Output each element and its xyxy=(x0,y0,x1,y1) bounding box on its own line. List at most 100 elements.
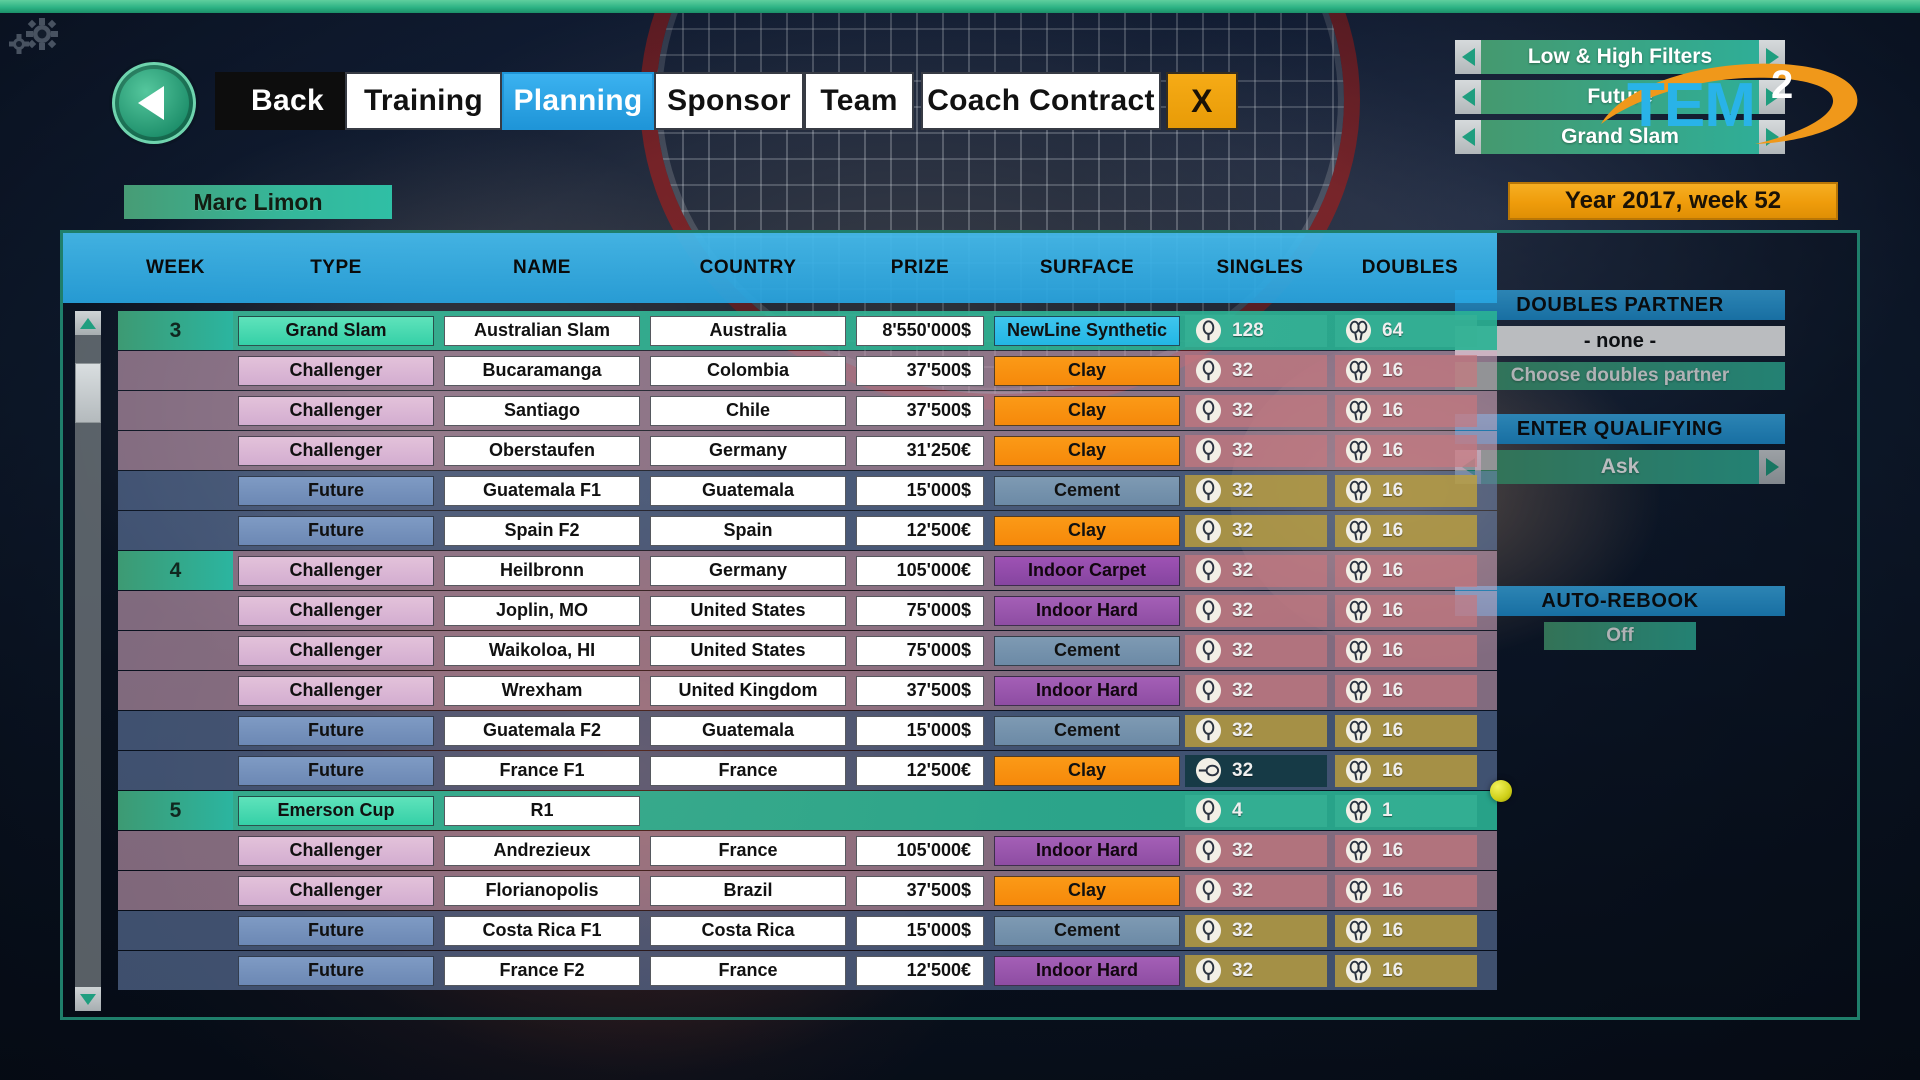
type-pill[interactable]: Future xyxy=(238,515,434,546)
table-row[interactable]: Challenger Oberstaufen Germany 31'250€ Clay 3… xyxy=(118,431,1497,470)
doubles-cell[interactable]: 64 xyxy=(1335,311,1485,350)
doubles-slot[interactable]: 16 xyxy=(1335,954,1477,987)
singles-cell[interactable]: 32 xyxy=(1185,391,1335,430)
singles-cell[interactable]: 32 xyxy=(1185,911,1335,950)
table-row[interactable]: Future France F2 France 12'500€ Indoor Hard 3… xyxy=(118,951,1497,990)
vertical-scrollbar[interactable] xyxy=(75,311,101,1011)
name-pill[interactable]: Oberstaufen xyxy=(444,435,640,466)
name-pill[interactable]: Guatemala F2 xyxy=(444,715,640,746)
table-row[interactable]: Challenger Florianopolis Brazil 37'500$ Clay… xyxy=(118,871,1497,910)
type-pill[interactable]: Challenger xyxy=(238,875,434,906)
surface-pill[interactable]: Clay xyxy=(994,395,1180,426)
singles-cell[interactable]: 4 xyxy=(1185,791,1335,830)
doubles-slot[interactable]: 16 xyxy=(1335,554,1477,587)
surface-pill[interactable]: Clay xyxy=(994,875,1180,906)
doubles-slot[interactable]: 16 xyxy=(1335,634,1477,667)
doubles-cell[interactable]: 16 xyxy=(1335,431,1485,470)
table-row[interactable]: Future Costa Rica F1 Costa Rica 15'000$ Ceme… xyxy=(118,911,1497,950)
type-pill[interactable]: Challenger xyxy=(238,355,434,386)
singles-cell[interactable]: 32 xyxy=(1185,711,1335,750)
doubles-slot[interactable]: 16 xyxy=(1335,474,1477,507)
singles-slot[interactable]: 32 xyxy=(1185,474,1327,507)
surface-pill[interactable]: Clay xyxy=(994,355,1180,386)
type-pill[interactable]: Future xyxy=(238,755,434,786)
singles-slot[interactable]: 32 xyxy=(1185,914,1327,947)
tab-training[interactable]: Training xyxy=(345,72,502,130)
table-row[interactable]: 5 Emerson Cup R1 4 1 xyxy=(118,791,1497,830)
singles-cell[interactable]: 32 xyxy=(1185,951,1335,990)
doubles-cell[interactable]: 16 xyxy=(1335,591,1485,630)
doubles-cell[interactable]: 16 xyxy=(1335,951,1485,990)
singles-cell[interactable]: 32 xyxy=(1185,351,1335,390)
doubles-slot[interactable]: 16 xyxy=(1335,674,1477,707)
doubles-slot[interactable]: 16 xyxy=(1335,834,1477,867)
doubles-cell[interactable]: 16 xyxy=(1335,511,1485,550)
name-pill[interactable]: France F1 xyxy=(444,755,640,786)
name-pill[interactable]: France F2 xyxy=(444,955,640,986)
doubles-partner-value[interactable]: - none - xyxy=(1455,326,1785,356)
name-pill[interactable]: Santiago xyxy=(444,395,640,426)
name-pill[interactable]: Andrezieux xyxy=(444,835,640,866)
table-row[interactable]: 4 Challenger Heilbronn Germany 105'000€ Indoo… xyxy=(118,551,1497,590)
singles-slot[interactable]: 32 xyxy=(1185,554,1327,587)
surface-pill[interactable]: Indoor Hard xyxy=(994,675,1180,706)
back-button[interactable]: Back xyxy=(215,72,360,130)
type-pill[interactable]: Challenger xyxy=(238,835,434,866)
table-row[interactable]: Challenger Wrexham United Kingdom 37'500$ In… xyxy=(118,671,1497,710)
singles-slot[interactable]: 32 xyxy=(1185,514,1327,547)
singles-slot[interactable]: 32 xyxy=(1185,434,1327,467)
type-pill[interactable]: Emerson Cup xyxy=(238,795,434,826)
back-circle-button[interactable] xyxy=(112,62,196,144)
name-pill[interactable]: Costa Rica F1 xyxy=(444,915,640,946)
singles-cell[interactable]: 32 xyxy=(1185,591,1335,630)
qualifying-next-button[interactable] xyxy=(1759,450,1785,484)
doubles-cell[interactable]: 16 xyxy=(1335,751,1485,790)
scroll-down-button[interactable] xyxy=(75,987,101,1011)
filter-prev-button[interactable] xyxy=(1455,40,1481,74)
name-pill[interactable]: Australian Slam xyxy=(444,315,640,346)
type-pill[interactable]: Challenger xyxy=(238,435,434,466)
singles-slot[interactable]: 32 xyxy=(1185,634,1327,667)
table-row[interactable]: Challenger Bucaramanga Colombia 37'500$ Clay… xyxy=(118,351,1497,390)
doubles-cell[interactable]: 16 xyxy=(1335,671,1485,710)
doubles-slot[interactable]: 16 xyxy=(1335,874,1477,907)
table-row[interactable]: Challenger Waikoloa, HI United States 75'00… xyxy=(118,631,1497,670)
singles-slot[interactable]: 32 xyxy=(1185,354,1327,387)
doubles-slot[interactable]: 16 xyxy=(1335,754,1477,787)
filter-high-prev-button[interactable] xyxy=(1455,120,1481,154)
doubles-cell[interactable]: 16 xyxy=(1335,631,1485,670)
doubles-cell[interactable]: 16 xyxy=(1335,711,1485,750)
filter-high-bound[interactable]: Grand Slam xyxy=(1455,120,1785,154)
type-pill[interactable]: Challenger xyxy=(238,675,434,706)
type-pill[interactable]: Challenger xyxy=(238,635,434,666)
surface-pill[interactable]: Indoor Carpet xyxy=(994,555,1180,586)
singles-cell[interactable]: 32 xyxy=(1185,431,1335,470)
auto-rebook-toggle[interactable]: Off xyxy=(1544,622,1696,650)
name-pill[interactable]: Florianopolis xyxy=(444,875,640,906)
surface-pill[interactable]: Cement xyxy=(994,475,1180,506)
doubles-cell[interactable]: 16 xyxy=(1335,351,1485,390)
surface-pill[interactable]: NewLine Synthetic xyxy=(994,315,1180,346)
type-pill[interactable]: Challenger xyxy=(238,555,434,586)
singles-slot[interactable]: 32 xyxy=(1185,394,1327,427)
doubles-slot[interactable]: 16 xyxy=(1335,914,1477,947)
singles-slot[interactable]: 32 xyxy=(1185,754,1327,787)
singles-cell[interactable]: 32 xyxy=(1185,631,1335,670)
singles-slot[interactable]: 128 xyxy=(1185,314,1327,347)
singles-slot[interactable]: 32 xyxy=(1185,834,1327,867)
doubles-cell[interactable]: 1 xyxy=(1335,791,1485,830)
doubles-cell[interactable]: 16 xyxy=(1335,391,1485,430)
scrollbar-track[interactable] xyxy=(75,335,101,987)
type-pill[interactable]: Challenger xyxy=(238,595,434,626)
filter-low-next-button[interactable] xyxy=(1759,80,1785,114)
doubles-cell[interactable]: 16 xyxy=(1335,551,1485,590)
table-row[interactable]: Future Guatemala F1 Guatemala 15'000$ Cement… xyxy=(118,471,1497,510)
name-pill[interactable]: R1 xyxy=(444,795,640,826)
singles-slot[interactable]: 32 xyxy=(1185,874,1327,907)
surface-pill[interactable]: Indoor Hard xyxy=(994,595,1180,626)
type-pill[interactable]: Future xyxy=(238,955,434,986)
surface-pill[interactable]: Cement xyxy=(994,635,1180,666)
name-pill[interactable]: Guatemala F1 xyxy=(444,475,640,506)
name-pill[interactable]: Waikoloa, HI xyxy=(444,635,640,666)
surface-pill[interactable]: Clay xyxy=(994,435,1180,466)
